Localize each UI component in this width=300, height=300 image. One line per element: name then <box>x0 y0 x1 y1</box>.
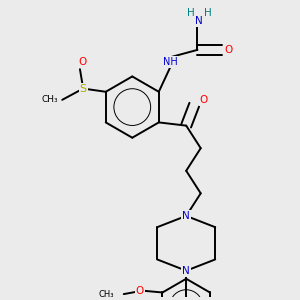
Text: CH₃: CH₃ <box>42 95 58 104</box>
Text: S: S <box>80 84 87 94</box>
Text: O: O <box>200 95 208 105</box>
Text: N: N <box>195 16 203 26</box>
Text: O: O <box>225 45 233 55</box>
Text: N: N <box>182 211 190 221</box>
Text: NH: NH <box>163 57 178 67</box>
Text: N: N <box>182 266 190 276</box>
Text: O: O <box>136 286 144 296</box>
Text: CH₃: CH₃ <box>99 290 114 298</box>
Text: H: H <box>187 8 194 18</box>
Text: O: O <box>78 57 87 67</box>
Text: H: H <box>204 8 212 18</box>
